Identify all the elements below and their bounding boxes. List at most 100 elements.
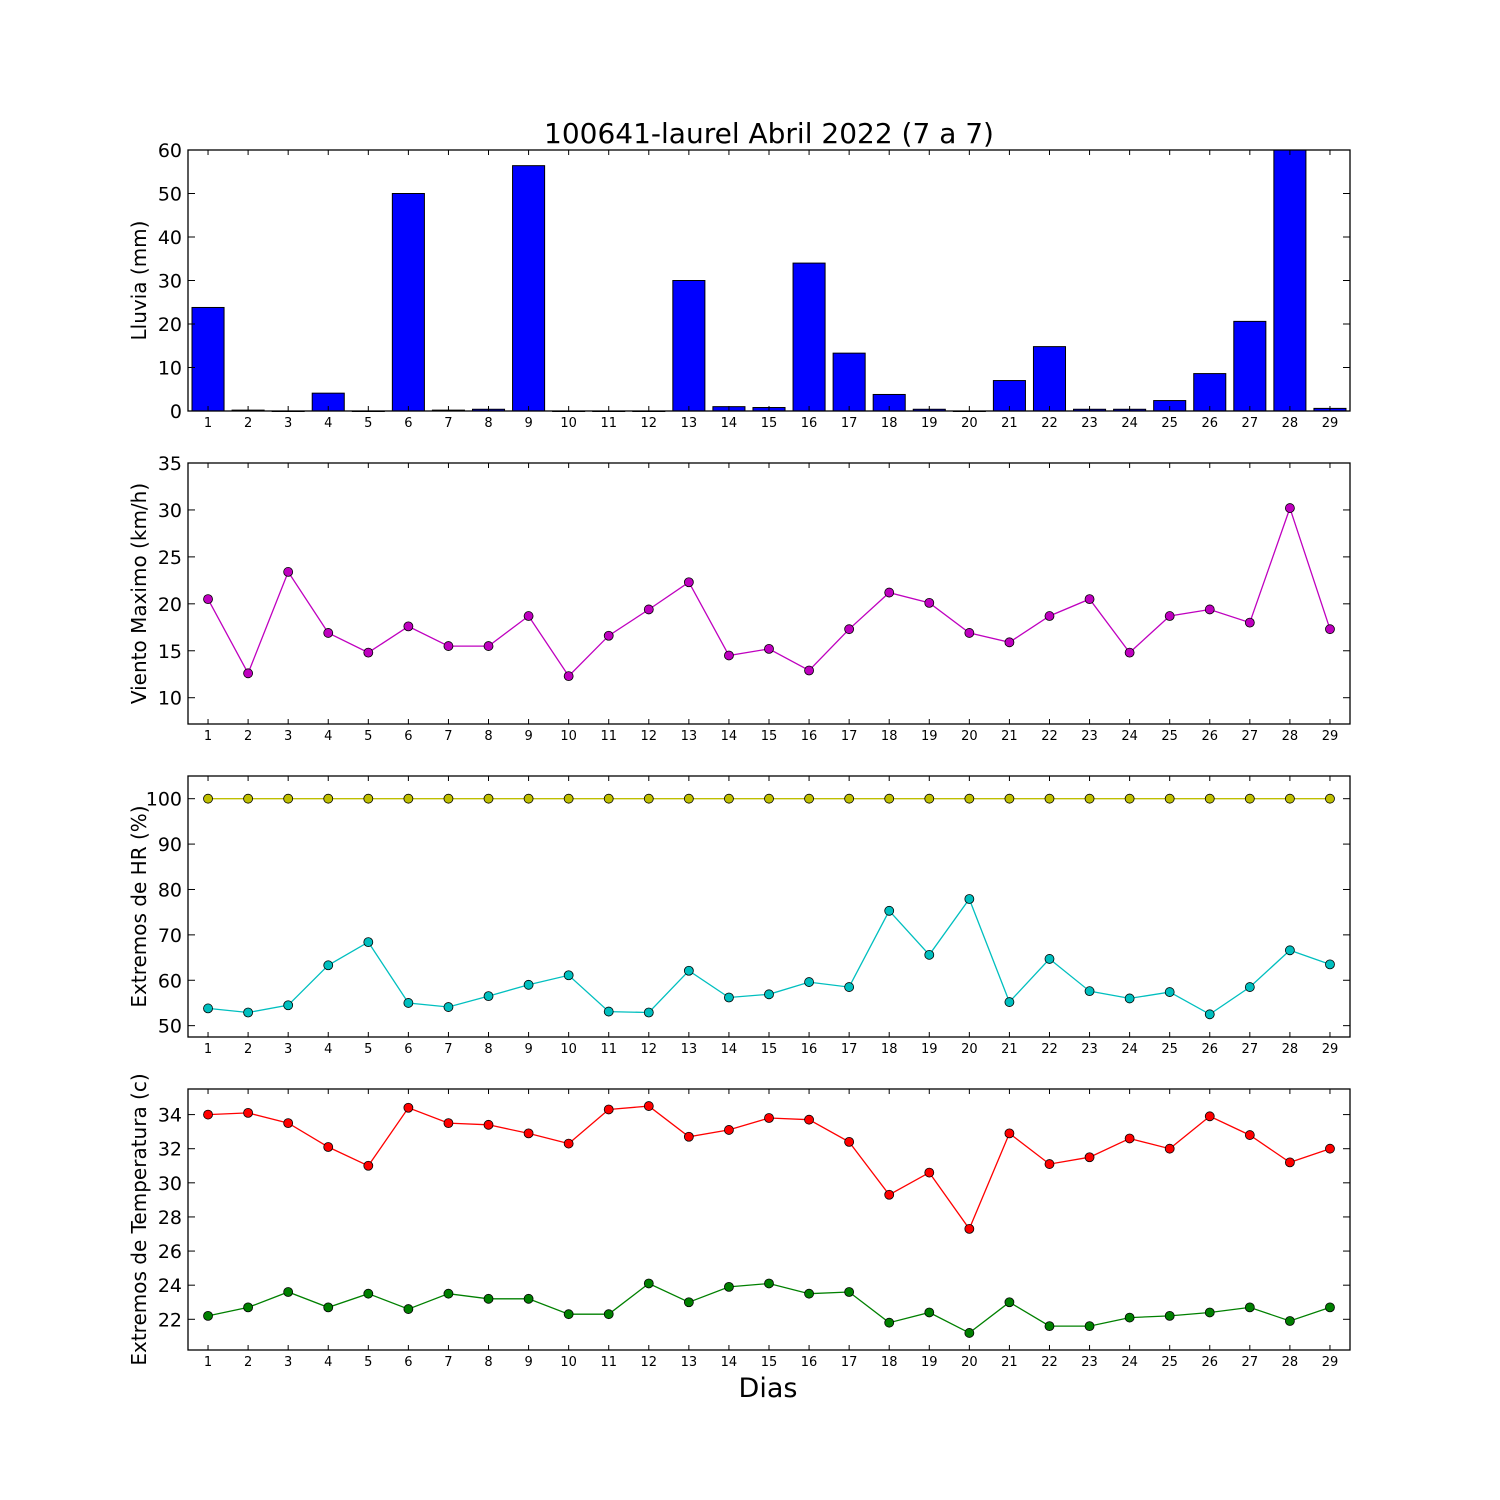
x-tick-label: 18	[881, 729, 898, 744]
humidity-series-0-point-day-13	[683, 793, 694, 804]
humidity-series-1-point-day-16	[804, 977, 814, 987]
temperature-series-1-point-day-28	[1284, 1316, 1295, 1326]
wind-series-0-point-day-18	[884, 587, 895, 598]
panel-humidity: 1 2 3 4 5 6 7 8 9 10 11 12 13 14 15 16 17 18 19 20 21 22 23 24 2…	[127, 775, 1351, 1057]
wind-series-0-point-day-27	[1244, 617, 1255, 628]
humidity-series-0-point-day-17	[844, 793, 855, 804]
wind-series-0-point-day-1	[203, 594, 213, 605]
temperature-series-1-point-day-24	[1124, 1312, 1135, 1323]
humidity-series-1-point-day-20	[964, 894, 975, 904]
humidity-series-0-point-day-5	[363, 793, 374, 804]
x-tick-label: 24	[1121, 729, 1138, 744]
x-tick-label: 6	[404, 1355, 412, 1370]
x-tick-label: 9	[524, 1042, 532, 1057]
temperature-series-1-point-day-6	[403, 1304, 414, 1314]
x-tick-label: 26	[1201, 1042, 1218, 1057]
x-tick-label: 8	[484, 1355, 492, 1370]
x-tick-label: 8	[484, 729, 492, 744]
x-tick-label: 2	[244, 1042, 252, 1057]
temperature-series-0-point-day-6	[403, 1102, 414, 1113]
x-tick-label: 17	[841, 1042, 858, 1057]
humidity-series-1-point-day-24	[1124, 993, 1135, 1004]
y-tick-label: 34	[158, 1105, 182, 1127]
humidity-series-1-point-day-9	[523, 979, 534, 990]
temperature-series-1-point-day-27	[1244, 1302, 1255, 1313]
humidity-series-0-point-day-12	[643, 793, 654, 804]
y-tick-label: 40	[158, 227, 182, 249]
x-tick-label: 20	[961, 1355, 978, 1370]
humidity-series-0-point-day-20	[964, 793, 975, 804]
x-tick-label: 18	[881, 416, 898, 431]
x-tick-label: 7	[444, 729, 452, 744]
humidity-series-0-point-day-24	[1124, 793, 1135, 804]
x-tick-label: 23	[1081, 1355, 1098, 1370]
humidity-series-0-point-day-3	[283, 793, 294, 804]
temperature-series-0-point-day-15	[764, 1113, 774, 1123]
x-tick-label: 6	[404, 416, 412, 431]
temperature-series-0-point-day-18	[884, 1189, 895, 1200]
humidity-series-0-point-day-11	[603, 793, 614, 804]
x-tick-label: 21	[1001, 729, 1018, 744]
x-tick-label: 5	[364, 729, 372, 744]
temperature-series-0-point-day-5	[363, 1160, 374, 1171]
x-tick-label: 23	[1081, 1042, 1098, 1057]
x-tick-label: 12	[641, 1042, 658, 1057]
x-tick-label: 12	[641, 729, 658, 744]
rain-bar-day-26	[1193, 373, 1227, 412]
temperature-series-1-point-day-5	[363, 1288, 374, 1299]
x-tick-label: 11	[600, 1355, 617, 1370]
x-tick-label: 14	[721, 416, 738, 431]
wind-series-0-point-day-22	[1044, 611, 1055, 621]
panel-temperature: 1 2 3 4 5 6 7 8 9 10 11 12 13 14 15 16 17 18 19 20 21 22 23 24 2…	[127, 1073, 1351, 1370]
x-tick-label: 28	[1282, 1042, 1299, 1057]
x-tick-label: 17	[841, 1355, 858, 1370]
wind-series-0-point-day-26	[1204, 604, 1215, 615]
y-tick-label: 80	[158, 879, 182, 901]
humidity-series-0-point-day-8	[483, 793, 494, 804]
temperature-series-0-point-day-13	[683, 1131, 694, 1142]
humidity-series-0-point-day-27	[1244, 793, 1255, 804]
x-tick-label: 7	[444, 1355, 452, 1370]
x-tick-label: 27	[1242, 1355, 1259, 1370]
x-tick-label: 14	[721, 1355, 738, 1370]
humidity-series-1-point-day-29	[1325, 959, 1335, 970]
wind-series-0-point-day-3	[283, 567, 294, 577]
x-tick-label: 8	[484, 416, 492, 431]
x-tick-label: 28	[1282, 1355, 1299, 1370]
x-tick-label: 23	[1081, 729, 1098, 744]
humidity-series-0-point-day-19	[924, 793, 935, 804]
x-tick-label: 17	[841, 729, 858, 744]
x-tick-label: 28	[1282, 729, 1299, 744]
rain-bar-day-1	[191, 306, 225, 412]
x-tick-label: 15	[761, 729, 778, 744]
x-tick-label: 13	[681, 1355, 698, 1370]
x-tick-label: 9	[524, 1355, 532, 1370]
humidity-series-1-point-day-4	[323, 960, 334, 971]
x-tick-label: 16	[801, 729, 818, 744]
y-tick-label: 30	[158, 500, 182, 522]
humidity-series-1-point-day-11	[603, 1006, 614, 1017]
x-tick-label: 3	[284, 416, 292, 431]
x-tick-label: 13	[681, 729, 698, 744]
wind-series-0-point-day-28	[1284, 503, 1295, 513]
humidity-series-1-point-day-2	[243, 1007, 254, 1018]
rain-bar-day-9	[512, 165, 546, 412]
x-tick-label: 7	[444, 416, 452, 431]
x-tick-label: 25	[1161, 1355, 1178, 1370]
x-tick-label: 24	[1121, 1042, 1138, 1057]
x-tick-label: 1	[204, 416, 212, 431]
temperature-series-0-point-day-3	[283, 1118, 294, 1129]
x-tick-label: 11	[600, 729, 617, 744]
temperature-series-0-point-day-22	[1044, 1159, 1055, 1169]
wind-series-0-point-day-11	[603, 630, 614, 641]
x-tick-label: 22	[1041, 729, 1058, 744]
humidity-series-1-point-day-18	[884, 905, 895, 916]
wind-series-0-point-day-12	[643, 604, 654, 615]
humidity-series-0-point-day-28	[1284, 793, 1295, 804]
humidity-series-0-point-day-15	[764, 793, 774, 804]
temperature-series-1-point-day-10	[563, 1309, 574, 1320]
x-tick-label: 12	[641, 1355, 658, 1370]
wind-plot-frame	[187, 462, 1351, 725]
chart-title: 100641-laurel Abril 2022 (7 a 7)	[544, 117, 994, 150]
y-tick-label: 28	[158, 1207, 182, 1229]
